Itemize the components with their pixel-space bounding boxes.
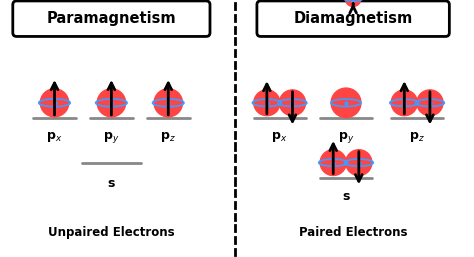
Text: Paramagnetism: Paramagnetism xyxy=(46,11,176,26)
Circle shape xyxy=(279,90,306,116)
Circle shape xyxy=(346,0,361,6)
Circle shape xyxy=(346,150,372,176)
FancyBboxPatch shape xyxy=(257,1,449,36)
Text: p$_z$: p$_z$ xyxy=(160,130,176,144)
Circle shape xyxy=(331,88,361,117)
Text: p$_x$: p$_x$ xyxy=(46,130,63,144)
Circle shape xyxy=(40,89,69,117)
Text: s: s xyxy=(108,177,115,190)
FancyBboxPatch shape xyxy=(13,1,210,36)
Text: p$_y$: p$_y$ xyxy=(103,130,119,145)
Text: Unpaired Electrons: Unpaired Electrons xyxy=(48,226,175,239)
Circle shape xyxy=(254,90,280,116)
Circle shape xyxy=(417,90,443,116)
Text: Diamagnetism: Diamagnetism xyxy=(293,11,413,26)
Circle shape xyxy=(320,150,346,176)
Text: p$_y$: p$_y$ xyxy=(338,130,354,145)
Circle shape xyxy=(154,89,182,117)
Text: Paired Electrons: Paired Electrons xyxy=(299,226,407,239)
Circle shape xyxy=(391,90,418,116)
Circle shape xyxy=(97,89,126,117)
Text: p$_x$: p$_x$ xyxy=(272,130,288,144)
Text: p$_z$: p$_z$ xyxy=(409,130,425,144)
Text: s: s xyxy=(342,190,350,203)
